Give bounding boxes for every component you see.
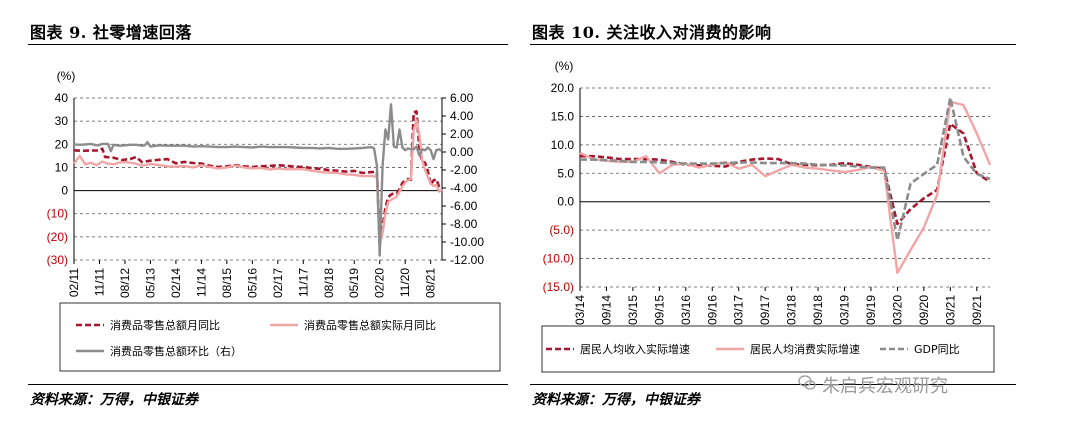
y2-tick-label: 0.00	[450, 145, 474, 159]
y2-tick-label: 4.00	[450, 109, 474, 123]
legend-label: 消费品零售总额月同比	[110, 318, 220, 332]
series-line-2	[580, 96, 991, 242]
x-tick-label: 09/18	[811, 295, 825, 325]
right-chart-title: 图表 10. 关注收入对消费的影响	[532, 23, 772, 42]
y2-tick-label: -12.00	[450, 253, 484, 267]
legend-label: 居民人均收入实际增速	[580, 342, 690, 356]
x-tick-label: 09/14	[599, 295, 613, 325]
y2-tick-label: 2.00	[450, 127, 474, 141]
legend-label: GDP同比	[914, 343, 960, 356]
y-tick-label: 10	[55, 160, 69, 174]
y-tick-label: 20.0	[551, 81, 575, 95]
series-line-1	[579, 100, 992, 274]
x-tick-label: 05/19	[347, 268, 361, 298]
x-tick-label: 03/19	[838, 295, 852, 325]
y2-tick-label: -2.00	[450, 163, 478, 177]
x-tick-label: 02/17	[271, 268, 285, 298]
x-tick-label: 09/16	[705, 295, 719, 325]
y-tick-label: 30	[55, 114, 69, 128]
legend-box	[541, 325, 995, 373]
y-axis-unit: (%)	[555, 59, 574, 73]
x-tick-label: 03/18	[785, 295, 799, 325]
y2-tick-label: -6.00	[450, 199, 478, 213]
x-tick-label: 11/14	[194, 268, 208, 297]
y2-tick-label: 6.00	[450, 91, 474, 105]
x-tick-label: 08/15	[220, 268, 234, 298]
right-source-note: 资料来源：万得，中银证券	[532, 392, 700, 408]
legend-label: 消费品零售总额环比（右）	[110, 344, 242, 358]
series-line-1	[73, 118, 443, 247]
x-tick-label: 09/21	[970, 295, 984, 325]
y-tick-label: (15.0)	[543, 280, 574, 294]
y-tick-label: 20	[55, 137, 69, 151]
x-tick-label: 08/12	[118, 268, 132, 298]
left-source-note: 资料来源：万得，中银证券	[30, 392, 198, 408]
x-tick-label: 11/20	[398, 268, 412, 297]
right-source-rule	[530, 384, 1016, 385]
y2-tick-label: -4.00	[450, 181, 478, 195]
y-axis-unit: (%)	[57, 69, 76, 83]
x-tick-label: 11/17	[296, 268, 310, 297]
x-tick-label: 11/11	[92, 268, 106, 297]
x-tick-label: 03/15	[626, 295, 640, 325]
series-line-0	[73, 110, 443, 240]
x-tick-label: 09/15	[652, 295, 666, 325]
y2-tick-label: -8.00	[450, 217, 478, 231]
series-line-2	[73, 103, 443, 257]
y-tick-label: 15.0	[551, 109, 575, 123]
y2-tick-label: -10.00	[450, 235, 484, 249]
legend-label: 居民人均消费实际增速	[750, 342, 860, 356]
x-tick-label: 02/20	[373, 268, 387, 298]
x-tick-label: 05/13	[143, 268, 157, 298]
y-tick-label: 0	[61, 184, 68, 198]
x-tick-label: 03/17	[732, 295, 746, 325]
x-tick-label: 02/14	[169, 268, 183, 298]
y-tick-label: 5.0	[557, 166, 574, 180]
x-tick-label: 08/18	[322, 268, 336, 298]
legend-label: 消费品零售总额实际月同比	[304, 318, 436, 332]
left-chart-title: 图表 9. 社零增速回落	[30, 23, 192, 42]
x-tick-label: 08/21	[424, 268, 438, 298]
left-title-rule	[28, 44, 508, 45]
x-tick-label: 02/11	[67, 268, 81, 297]
right-title-rule	[530, 44, 1016, 45]
x-tick-label: 03/21	[943, 295, 957, 325]
x-tick-label: 03/14	[573, 295, 587, 325]
x-tick-label: 05/16	[245, 268, 259, 298]
y-tick-label: 0.0	[557, 195, 574, 209]
x-tick-label: 09/19	[864, 295, 878, 325]
watermark-text: 朱启兵宏观研究	[822, 376, 948, 397]
y-tick-label: 10.0	[551, 138, 575, 152]
left-source-rule	[28, 384, 508, 385]
legend-box	[59, 302, 501, 372]
y-tick-label: (10.0)	[543, 252, 574, 266]
series-line-0	[580, 122, 991, 226]
x-tick-label: 03/16	[679, 295, 693, 325]
y-tick-label: 40	[55, 91, 69, 105]
y-tick-label: (30)	[47, 253, 68, 267]
x-tick-label: 09/20	[917, 295, 931, 325]
y-tick-label: (10)	[47, 207, 68, 221]
wechat-icon	[798, 375, 816, 390]
y-tick-label: (20)	[47, 230, 68, 244]
x-tick-label: 03/20	[890, 295, 904, 325]
x-tick-label: 09/17	[758, 295, 772, 325]
y-tick-label: (5.0)	[549, 223, 574, 237]
